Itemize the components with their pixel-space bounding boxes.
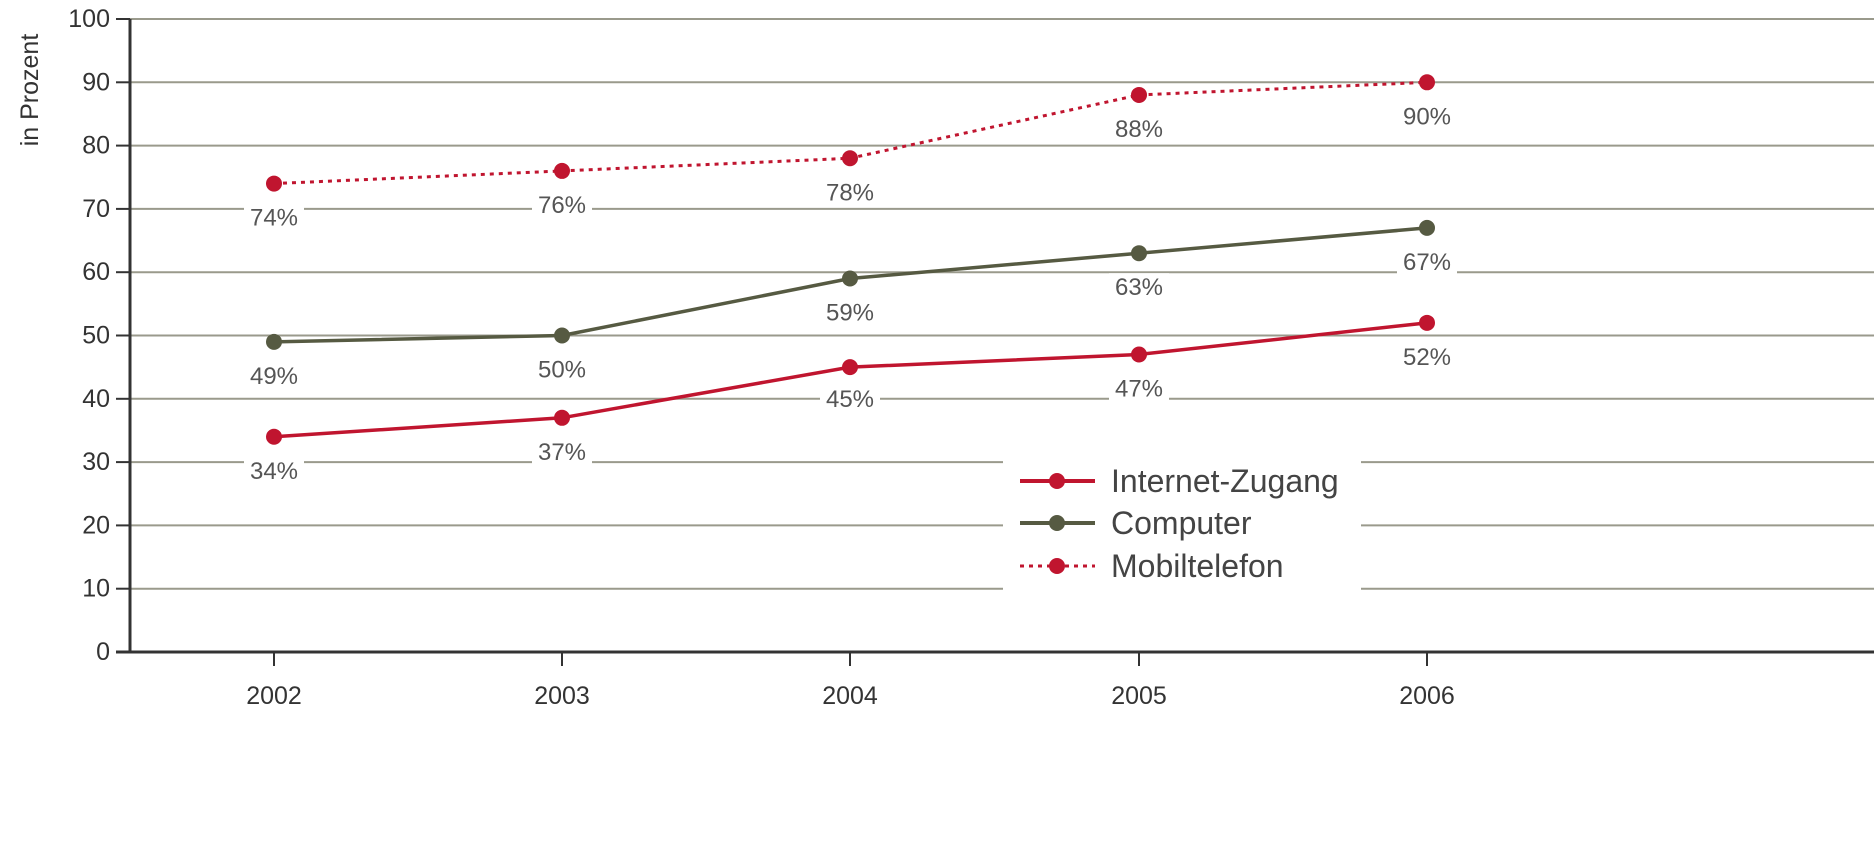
data-label-internet-zugang-2006: 52% — [1403, 344, 1451, 371]
data-label-computer-2004: 59% — [826, 300, 874, 327]
point-mobiltelefon-2003 — [554, 162, 570, 179]
data-label-bg — [244, 203, 304, 232]
legend-swatch-marker-computer — [1049, 515, 1065, 531]
y-tick-label-50: 50 — [82, 322, 110, 350]
data-label-internet-zugang-2003: 37% — [538, 439, 586, 466]
point-computer-2002 — [266, 333, 282, 350]
y-tick-label-80: 80 — [82, 132, 110, 160]
data-label-mobiltelefon-2004: 78% — [826, 179, 874, 206]
data-label-bg — [1109, 114, 1169, 143]
series-line-internet-zugang — [273, 321, 1428, 439]
data-label-bg — [244, 456, 304, 485]
series — [266, 74, 1435, 445]
x-tick-label-2005: 2005 — [1111, 682, 1167, 710]
gridlines — [130, 18, 1874, 590]
data-label-bg — [532, 355, 592, 384]
data-labels: 34% 37% 45% 47% 52% 49% 50% 59% 63% 67% 74% 76% 78% 8… — [244, 102, 1457, 485]
data-label-bg — [1397, 247, 1457, 276]
data-label-bg — [244, 361, 304, 390]
y-tick-label-20: 20 — [82, 511, 110, 539]
data-label-internet-zugang-2005: 47% — [1115, 375, 1163, 402]
data-label-bg — [820, 385, 880, 414]
point-mobiltelefon-2005 — [1131, 86, 1147, 103]
data-label-internet-zugang-2004: 45% — [826, 386, 874, 413]
data-label-bg — [1397, 102, 1457, 131]
point-computer-2004 — [842, 270, 858, 287]
y-tick-label-40: 40 — [82, 385, 110, 413]
x-tick-label-2006: 2006 — [1399, 682, 1455, 710]
data-label-internet-zugang-2002: 34% — [250, 458, 298, 485]
data-label-mobiltelefon-2002: 74% — [250, 205, 298, 232]
x-tick-label-2004: 2004 — [822, 682, 878, 710]
data-label-computer-2003: 50% — [538, 357, 586, 384]
data-label-bg — [820, 178, 880, 207]
y-tick-label-30: 30 — [82, 448, 110, 476]
axes: 0 10 20 30 40 50 60 70 80 90 100 2002 2003 2004 2005 20… — [68, 5, 1874, 710]
x-tick-label-2002: 2002 — [246, 682, 302, 710]
legend-swatch-marker-internet-zugang — [1049, 473, 1065, 489]
data-label-computer-2002: 49% — [250, 363, 298, 390]
point-internet-zugang-2005 — [1131, 346, 1147, 363]
data-label-computer-2005: 63% — [1115, 274, 1163, 301]
point-internet-zugang-2006 — [1419, 314, 1435, 331]
data-label-mobiltelefon-2003: 76% — [538, 192, 586, 219]
point-mobiltelefon-2004 — [842, 150, 858, 167]
point-internet-zugang-2003 — [554, 409, 570, 426]
legend: Internet-Zugang Computer Mobiltelefon — [1020, 463, 1339, 584]
point-computer-2006 — [1419, 219, 1435, 236]
data-label-bg — [820, 298, 880, 327]
y-tick-label-10: 10 — [82, 575, 110, 603]
y-tick-label-100: 100 — [68, 5, 110, 33]
x-tick-label-2003: 2003 — [534, 682, 590, 710]
y-tick-label-60: 60 — [82, 258, 110, 286]
data-label-bg — [1109, 374, 1169, 403]
point-mobiltelefon-2002 — [266, 175, 282, 192]
y-tick-label-90: 90 — [82, 68, 110, 96]
data-label-mobiltelefon-2006: 90% — [1403, 103, 1451, 130]
data-label-bg — [1397, 342, 1457, 371]
data-label-mobiltelefon-2005: 88% — [1115, 116, 1163, 143]
point-computer-2003 — [554, 327, 570, 344]
data-label-bg — [1109, 273, 1169, 302]
legend-label-computer: Computer — [1111, 505, 1252, 541]
y-tick-label-0: 0 — [96, 638, 110, 666]
data-label-bg — [532, 190, 592, 219]
series-line-mobiltelefon — [273, 80, 1428, 186]
point-internet-zugang-2004 — [842, 359, 858, 376]
legend-label-internet-zugang: Internet-Zugang — [1111, 463, 1339, 499]
point-internet-zugang-2002 — [266, 428, 282, 445]
data-label-bg — [532, 437, 592, 466]
data-label-computer-2006: 67% — [1403, 249, 1451, 276]
point-mobiltelefon-2006 — [1419, 74, 1435, 91]
legend-swatch-marker-mobiltelefon — [1049, 558, 1065, 574]
legend-label-mobiltelefon: Mobiltelefon — [1111, 548, 1284, 584]
y-tick-label-70: 70 — [82, 195, 110, 223]
y-axis-label: in Prozent — [16, 34, 44, 147]
point-computer-2005 — [1131, 245, 1147, 262]
